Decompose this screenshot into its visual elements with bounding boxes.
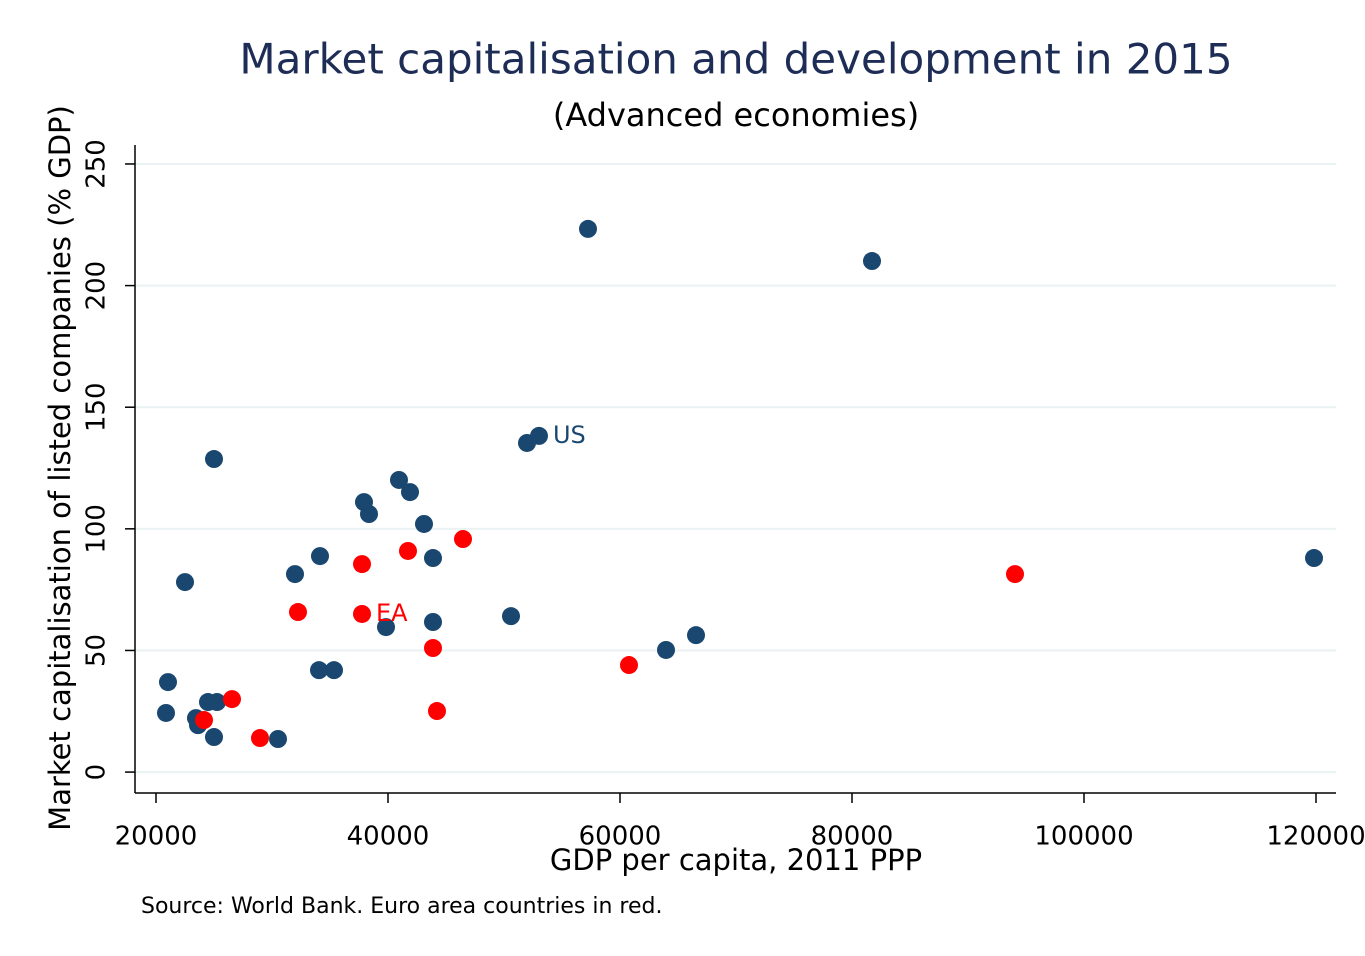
point xyxy=(158,673,177,692)
point xyxy=(285,565,304,584)
chart-subtitle: (Advanced economies) xyxy=(553,96,919,134)
x-tick-label: 60000 xyxy=(579,822,662,852)
point xyxy=(401,483,420,502)
point xyxy=(389,470,408,489)
point xyxy=(353,604,372,623)
point xyxy=(619,656,638,675)
point xyxy=(353,555,372,574)
point xyxy=(156,703,175,722)
x-tick-label: 120000 xyxy=(1266,822,1365,852)
x-tick-label: 40000 xyxy=(347,822,430,852)
y-tick-label: 250 xyxy=(82,139,112,189)
point xyxy=(268,730,287,748)
point xyxy=(687,626,706,645)
point xyxy=(204,728,223,747)
point xyxy=(208,693,227,712)
point xyxy=(310,661,329,680)
point xyxy=(1305,549,1324,568)
x-tick-label: 20000 xyxy=(115,822,198,852)
point xyxy=(427,702,446,721)
y-tick-label: 200 xyxy=(82,261,112,311)
point xyxy=(222,690,241,709)
point xyxy=(501,607,520,626)
point xyxy=(194,711,213,730)
point xyxy=(423,613,442,631)
y-tick-label: 100 xyxy=(82,504,112,554)
x-tick-label: 80000 xyxy=(811,822,894,852)
source-note: Source: World Bank. Euro area countries … xyxy=(141,894,662,919)
point xyxy=(204,450,223,469)
point xyxy=(657,640,676,659)
point xyxy=(377,618,396,637)
point xyxy=(324,661,343,680)
point xyxy=(454,530,473,549)
x-axis-label: GDP per capita, 2011 PPP xyxy=(550,843,922,877)
annotation: EA xyxy=(376,599,408,627)
point xyxy=(251,729,270,748)
y-tick-label: 0 xyxy=(82,764,112,781)
y-tick-label: 50 xyxy=(82,634,112,667)
point xyxy=(359,505,378,523)
point xyxy=(175,573,194,592)
point xyxy=(288,603,307,622)
point xyxy=(578,219,597,238)
point xyxy=(414,514,433,533)
point xyxy=(310,547,329,566)
point xyxy=(862,252,881,271)
point xyxy=(518,433,537,452)
point xyxy=(1006,565,1025,584)
y-axis-label: Market capitalisation of listed companie… xyxy=(43,105,77,831)
x-tick-label: 100000 xyxy=(1034,822,1133,852)
annotation: US xyxy=(553,421,586,449)
y-tick-label: 150 xyxy=(82,382,112,432)
point xyxy=(398,541,417,560)
chart-title: Market capitalisation and development in… xyxy=(239,35,1232,84)
point xyxy=(423,549,442,568)
point xyxy=(423,639,442,658)
